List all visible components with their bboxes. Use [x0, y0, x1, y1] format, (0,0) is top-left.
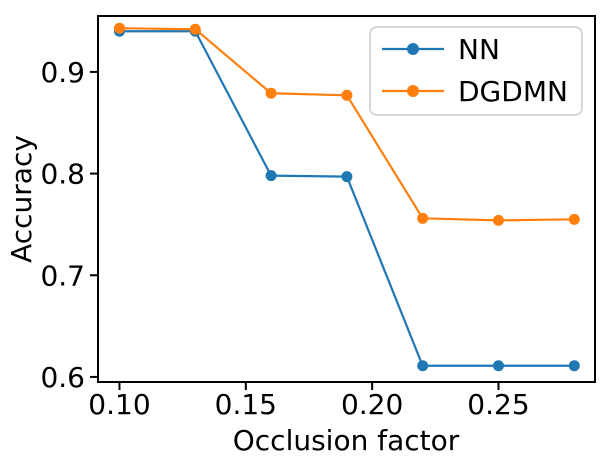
x-tick-label: 0.10: [88, 388, 150, 421]
data-point-nn: [492, 360, 504, 372]
data-point-nn: [341, 171, 353, 183]
y-tick-label: 0.7: [40, 259, 85, 292]
legend-marker: [407, 43, 419, 55]
x-axis-ticks: 0.10 0.15 0.20 0.25: [88, 383, 530, 421]
y-tick-label: 0.6: [40, 361, 85, 394]
data-point-dgdmn: [113, 22, 125, 34]
data-point-dgdmn: [341, 89, 353, 101]
x-tick-label: 0.15: [215, 388, 277, 421]
legend: NN DGDMN: [369, 26, 583, 116]
y-tick-label: 0.8: [40, 158, 85, 191]
x-axis-label: Occlusion factor: [233, 424, 460, 457]
y-tick-label: 0.9: [40, 56, 85, 89]
x-tick-label: 0.20: [341, 388, 403, 421]
data-point-nn: [417, 360, 429, 372]
x-tick-label: 0.25: [467, 388, 529, 421]
data-point-dgdmn: [417, 212, 429, 224]
data-point-nn: [265, 170, 277, 182]
data-point-dgdmn: [189, 23, 201, 35]
y-axis-label: Accuracy: [5, 135, 38, 263]
legend-marker: [407, 85, 419, 97]
data-point-dgdmn: [568, 213, 580, 225]
data-point-nn: [568, 360, 580, 372]
data-point-dgdmn: [492, 214, 504, 226]
y-axis-ticks: 0.6 0.7 0.8 0.9: [40, 56, 97, 394]
data-series: [113, 22, 580, 372]
data-point-dgdmn: [265, 87, 277, 99]
legend-entry-label: NN: [458, 33, 500, 66]
legend-entry-label: DGDMN: [458, 75, 568, 108]
